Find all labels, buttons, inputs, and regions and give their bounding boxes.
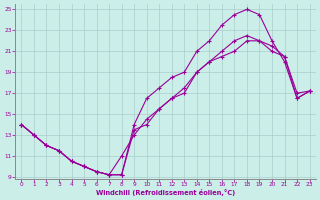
X-axis label: Windchill (Refroidissement éolien,°C): Windchill (Refroidissement éolien,°C)	[96, 189, 235, 196]
